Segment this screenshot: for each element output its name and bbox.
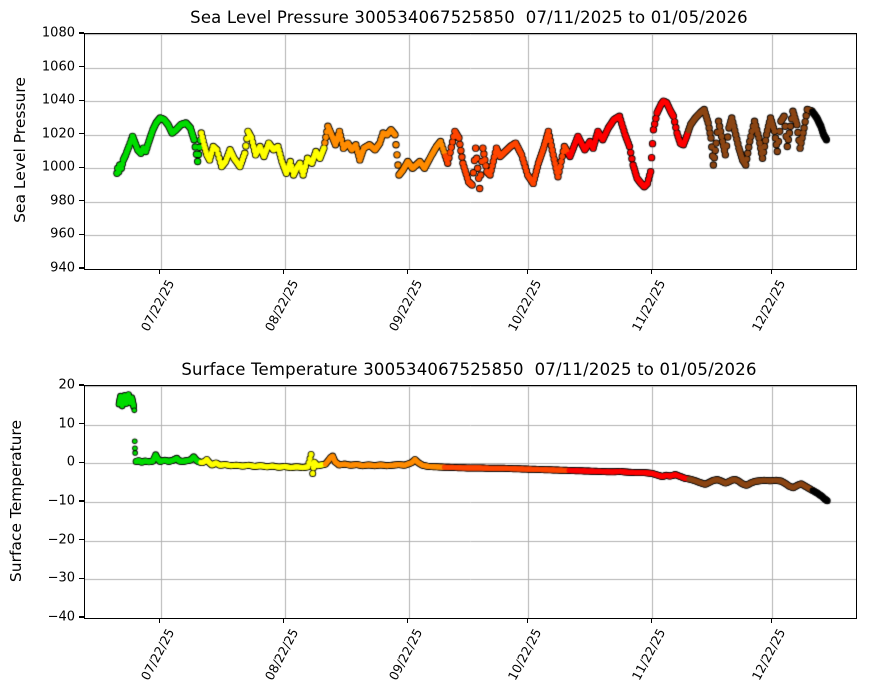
y-tick-label: 1040: [41, 92, 75, 108]
y-tick-mark: [79, 539, 84, 541]
x-tick-mark: [406, 269, 409, 274]
pressure-y-axis-label: Sea Level Pressure: [11, 77, 29, 223]
temperature-plot-area: [84, 385, 857, 619]
y-tick-mark: [79, 384, 84, 386]
x-tick-mark: [526, 618, 528, 623]
y-tick-label: 20: [58, 377, 75, 393]
y-tick-label: −30: [47, 570, 75, 586]
x-tick-mark: [650, 618, 652, 623]
x-tick-mark: [406, 618, 409, 623]
x-tick-mark: [159, 269, 161, 274]
y-tick-mark: [79, 65, 84, 68]
y-tick-mark: [79, 500, 84, 502]
temperature-chart-title: Surface Temperature 300534067525850 07/1…: [181, 360, 757, 379]
x-tick-mark: [650, 269, 652, 274]
y-tick-mark: [79, 616, 84, 618]
y-tick-label: 1060: [41, 59, 75, 75]
y-tick-label: 0: [66, 454, 75, 470]
y-tick-label: 960: [50, 226, 75, 242]
temperature-y-axis-label: Surface Temperature: [7, 419, 25, 583]
y-tick-mark: [79, 577, 84, 579]
x-tick-mark: [770, 269, 772, 274]
y-tick-label: 10: [58, 416, 75, 432]
x-tick-label: 07/22/25: [137, 277, 178, 334]
x-tick-label: 09/22/25: [385, 626, 425, 683]
y-tick-mark: [79, 99, 84, 101]
x-tick-mark: [159, 618, 161, 623]
temperature-chart-canvas: [85, 386, 856, 618]
x-tick-label: 11/22/25: [628, 277, 669, 334]
y-tick-label: −10: [47, 493, 75, 509]
x-tick-mark: [283, 618, 285, 623]
y-tick-mark: [79, 423, 84, 425]
pressure-chart-canvas: [85, 34, 856, 269]
y-tick-mark: [79, 233, 84, 236]
y-tick-label: −40: [47, 609, 75, 625]
y-tick-mark: [79, 166, 84, 168]
y-tick-label: 1020: [41, 126, 75, 142]
x-tick-mark: [526, 269, 528, 274]
x-tick-label: 09/22/25: [385, 277, 425, 334]
y-tick-mark: [79, 200, 84, 202]
y-tick-label: 980: [50, 193, 75, 209]
y-tick-label: 940: [50, 260, 75, 276]
x-tick-label: 08/22/25: [261, 626, 301, 683]
y-tick-label: 1000: [41, 159, 75, 175]
pressure-plot-area: [84, 33, 857, 270]
x-tick-label: 10/22/25: [505, 626, 545, 683]
pressure-chart-title: Sea Level Pressure 300534067525850 07/11…: [190, 8, 748, 27]
x-tick-label: 11/22/25: [628, 626, 669, 683]
y-tick-mark: [79, 461, 84, 463]
y-tick-mark: [79, 32, 84, 34]
x-tick-label: 08/22/25: [261, 277, 301, 334]
y-tick-mark: [79, 267, 84, 269]
y-tick-label: −20: [47, 532, 75, 548]
x-tick-label: 12/22/25: [748, 277, 789, 334]
x-tick-label: 10/22/25: [505, 277, 545, 334]
y-tick-label: 1080: [41, 25, 75, 41]
x-tick-label: 12/22/25: [748, 626, 789, 683]
x-tick-mark: [770, 618, 772, 623]
x-tick-label: 07/22/25: [137, 626, 178, 683]
y-tick-mark: [79, 133, 84, 135]
x-tick-mark: [283, 269, 285, 274]
